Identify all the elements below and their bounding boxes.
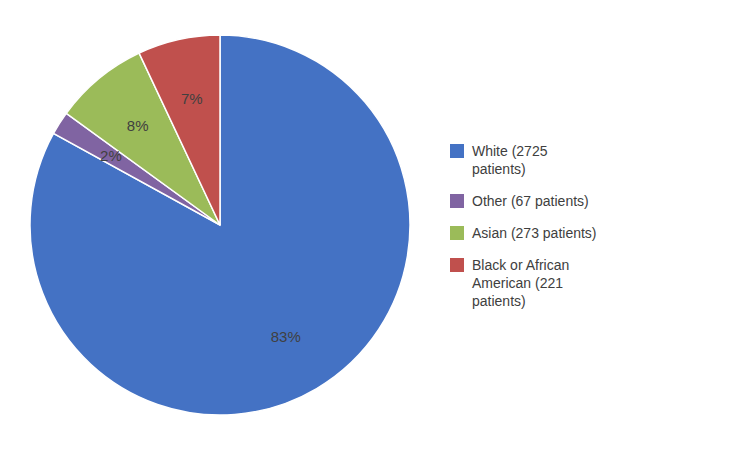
data-labels: 83% 2% 8% 7% bbox=[100, 90, 301, 344]
data-label: 7% bbox=[181, 90, 203, 107]
legend: White (2725 patients) Other (67 patients)… bbox=[450, 0, 740, 451]
legend-label: Black or African American (221 patients) bbox=[472, 256, 569, 310]
data-label: 8% bbox=[127, 117, 149, 134]
data-label: 2% bbox=[100, 147, 122, 164]
pie-slice bbox=[139, 35, 220, 225]
legend-item: White (2725 patients) bbox=[450, 142, 740, 178]
data-label: 83% bbox=[271, 328, 301, 345]
legend-swatch bbox=[450, 194, 464, 208]
pie-area: 83% 2% 8% 7% bbox=[0, 0, 440, 451]
legend-item: Other (67 patients) bbox=[450, 192, 740, 210]
legend-item: Asian (273 patients) bbox=[450, 224, 740, 242]
legend-swatch bbox=[450, 258, 464, 272]
legend-label: White (2725 patients) bbox=[472, 142, 547, 178]
pie-slice bbox=[30, 35, 410, 415]
legend-label: Asian (273 patients) bbox=[472, 224, 597, 242]
slices bbox=[30, 35, 410, 415]
legend-item: Black or African American (221 patients) bbox=[450, 256, 740, 310]
legend-swatch bbox=[450, 144, 464, 158]
chart: 83% 2% 8% 7% White (2725 patients) Other (67… bbox=[0, 0, 752, 451]
legend-swatch bbox=[450, 226, 464, 240]
legend-label: Other (67 patients) bbox=[472, 192, 589, 210]
